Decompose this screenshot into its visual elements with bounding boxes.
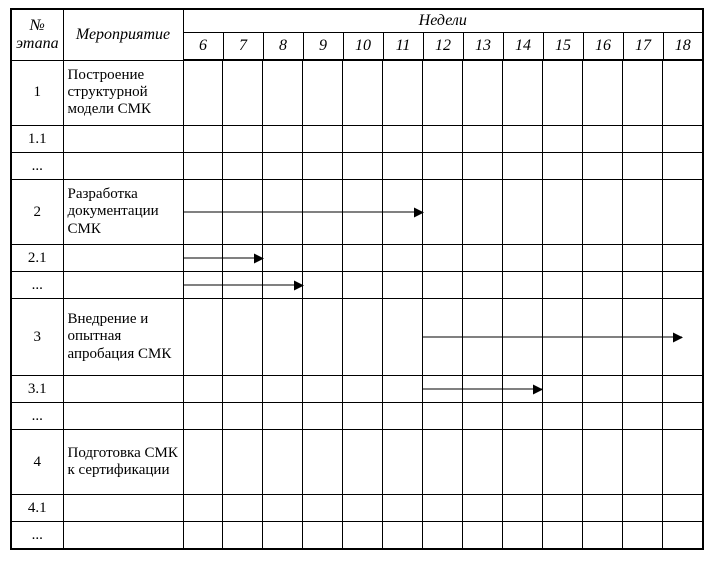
header-week: 15 xyxy=(543,33,583,61)
table-row: 1.1 xyxy=(11,126,703,153)
weeks-cell xyxy=(183,126,703,153)
stage-cell: 4.1 xyxy=(11,495,63,522)
gantt-arrow xyxy=(423,337,682,338)
header-week: 11 xyxy=(383,33,423,61)
table-row: ... xyxy=(11,272,703,299)
stage-cell: ... xyxy=(11,153,63,180)
weeks-cell xyxy=(183,60,703,126)
table-row: ... xyxy=(11,153,703,180)
table-header: № этапа Мероприятие Недели 6 7 8 9 10 11… xyxy=(11,9,703,60)
table-row: 2Разработка документа­ции СМК xyxy=(11,180,703,245)
table-row: ... xyxy=(11,403,703,430)
weeks-cell xyxy=(183,245,703,272)
header-week: 12 xyxy=(423,33,463,61)
stage-cell: 1 xyxy=(11,60,63,126)
gantt-table: № этапа Мероприятие Недели 6 7 8 9 10 11… xyxy=(10,8,704,550)
stage-cell: 2.1 xyxy=(11,245,63,272)
event-cell xyxy=(63,522,183,550)
table-row: 1Построение структурной модели СМК xyxy=(11,60,703,126)
event-cell: Внедрение и опытная апробация СМК xyxy=(63,299,183,376)
stage-cell: 4 xyxy=(11,430,63,495)
gantt-arrow xyxy=(184,285,304,286)
stage-cell: ... xyxy=(11,403,63,430)
header-event: Мероприятие xyxy=(63,9,183,60)
weeks-cell xyxy=(183,430,703,495)
header-week: 16 xyxy=(583,33,623,61)
event-cell xyxy=(63,376,183,403)
header-week: 8 xyxy=(263,33,303,61)
header-week: 14 xyxy=(503,33,543,61)
weeks-cell xyxy=(183,272,703,299)
gantt-arrow xyxy=(423,389,543,390)
table-row: ... xyxy=(11,522,703,550)
stage-cell: 3.1 xyxy=(11,376,63,403)
header-week: 6 xyxy=(183,33,223,61)
gantt-arrow xyxy=(184,212,423,213)
event-cell: Подготовка СМК к сер­тификации xyxy=(63,430,183,495)
event-cell: Разработка документа­ции СМК xyxy=(63,180,183,245)
table-body: 1Построение структурной модели СМК1.1...… xyxy=(11,60,703,549)
event-cell xyxy=(63,495,183,522)
stage-cell: ... xyxy=(11,272,63,299)
weeks-cell xyxy=(183,153,703,180)
stage-cell: 2 xyxy=(11,180,63,245)
event-cell: Построение структурной модели СМК xyxy=(63,60,183,126)
table-row: 4Подготовка СМК к сер­тификации xyxy=(11,430,703,495)
weeks-cell xyxy=(183,299,703,376)
header-stage: № этапа xyxy=(11,9,63,60)
table-row: 3.1 xyxy=(11,376,703,403)
event-cell xyxy=(63,272,183,299)
header-week: 17 xyxy=(623,33,663,61)
event-cell xyxy=(63,403,183,430)
weeks-cell xyxy=(183,376,703,403)
table-row: 4.1 xyxy=(11,495,703,522)
header-week: 13 xyxy=(463,33,503,61)
header-weeks: Недели xyxy=(183,9,703,33)
header-week: 10 xyxy=(343,33,383,61)
table-row: 3Внедрение и опытная апробация СМК xyxy=(11,299,703,376)
weeks-cell xyxy=(183,180,703,245)
weeks-cell xyxy=(183,522,703,550)
weeks-cell xyxy=(183,495,703,522)
stage-cell: 1.1 xyxy=(11,126,63,153)
event-cell xyxy=(63,153,183,180)
header-week: 18 xyxy=(663,33,703,61)
table-row: 2.1 xyxy=(11,245,703,272)
gantt-arrow xyxy=(184,258,264,259)
header-week: 7 xyxy=(223,33,263,61)
stage-cell: 3 xyxy=(11,299,63,376)
event-cell xyxy=(63,245,183,272)
header-week: 9 xyxy=(303,33,343,61)
weeks-cell xyxy=(183,403,703,430)
stage-cell: ... xyxy=(11,522,63,550)
event-cell xyxy=(63,126,183,153)
